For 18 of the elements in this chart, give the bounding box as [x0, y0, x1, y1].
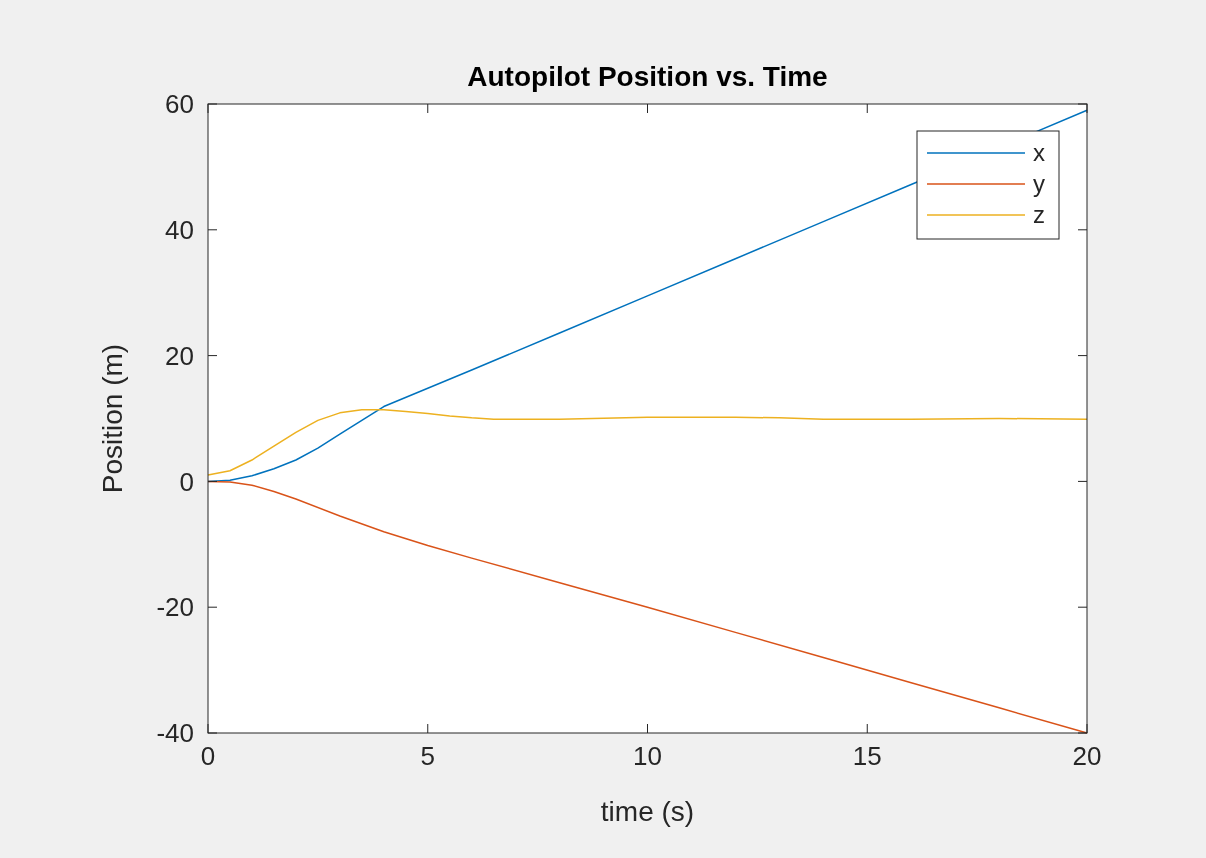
x-tick-label: 5 — [420, 741, 435, 771]
chart-title: Autopilot Position vs. Time — [467, 61, 828, 92]
y-tick-label: 40 — [165, 214, 194, 245]
y-tick-label: 20 — [165, 340, 194, 371]
y-axis-title: Position (m) — [97, 343, 128, 494]
x-axis-title: time (s) — [600, 796, 695, 827]
legend-label: y — [1033, 170, 1045, 198]
y-tick-label: -40 — [156, 718, 194, 749]
legend-label: z — [1033, 201, 1045, 229]
line-series — [207, 408, 1088, 476]
y-tick-label: -20 — [156, 592, 194, 623]
legend-label: x — [1033, 139, 1045, 167]
x-tick-label: 15 — [852, 741, 882, 771]
x-tick-label: 10 — [633, 741, 662, 771]
y-tick-label: 0 — [179, 466, 194, 497]
y-tick-label: 60 — [165, 89, 194, 120]
x-tick-label: 20 — [1072, 741, 1102, 771]
x-tick-label: 0 — [200, 741, 216, 771]
